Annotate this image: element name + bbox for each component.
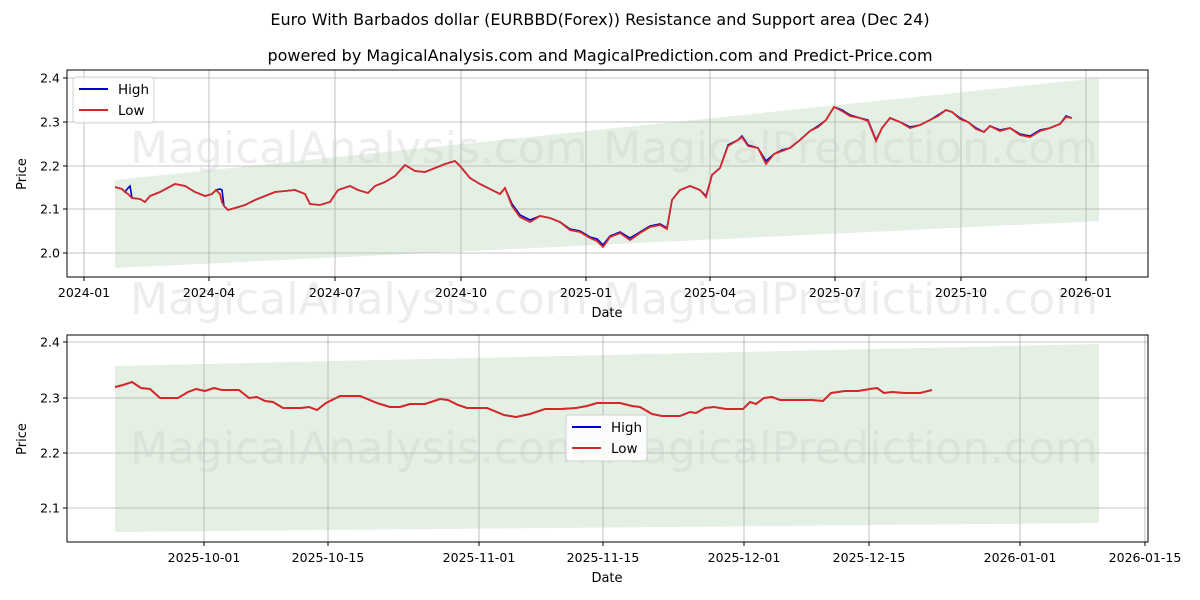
chart-title: Euro With Barbados dollar (EURBBD(Forex)… — [270, 10, 930, 29]
top-low-line — [114, 105, 1073, 249]
top-chart: MagicalAnalysis.com MagicalPrediction.co… — [15, 69, 1149, 325]
top-support-resistance-band — [115, 78, 1099, 268]
top-watermark-2: MagicalPrediction.com — [603, 123, 1098, 174]
top-xtick-label: 2024-01 — [58, 285, 110, 300]
legend-high-label: High — [118, 82, 149, 98]
bottom-ytick-label: 2.2 — [40, 446, 60, 461]
bottom-axes-frame — [66, 334, 1149, 543]
bottom-ytick-label: 2.4 — [40, 335, 60, 350]
bottom-xtick-label: 2025-10-01 — [168, 550, 241, 565]
top-ytick-label: 2.4 — [40, 71, 60, 86]
top-xtick-label: 2026-01 — [1060, 285, 1112, 300]
bottom-xtick-label: 2025-11-15 — [567, 550, 640, 565]
top-legend: High Low — [72, 76, 155, 124]
legend-low-label: Low — [611, 441, 638, 457]
bottom-watermark-2: MagicalPrediction.com — [603, 423, 1098, 474]
legend-high-label: High — [611, 420, 642, 436]
bottom-xtick-label: 2025-11-01 — [443, 550, 516, 565]
top-axes-frame — [66, 69, 1149, 278]
top-axis-ticks: 2.0 2.1 2.2 2.3 2.4 2024-01 2024-04 2024-07 2024… — [40, 71, 1112, 301]
bottom-grid — [67, 335, 1148, 542]
bottom-xtick-label: 2025-10-15 — [292, 550, 365, 565]
bottom-x-axis-label: Date — [591, 571, 622, 586]
bottom-xtick-label: 2025-12-01 — [708, 550, 781, 565]
bottom-low-line — [114, 380, 933, 419]
top-ytick-label: 2.0 — [40, 246, 60, 261]
bottom-axis-ticks: 2.1 2.2 2.3 2.4 2025-10-01 2025-10-15 2025-11-… — [40, 335, 1181, 566]
top-x-axis-label: Date — [591, 306, 622, 321]
top-watermark-3: MagicalAnalysis.com — [130, 274, 588, 325]
bottom-y-axis-label: Price — [15, 423, 30, 455]
top-xtick-label: 2024-10 — [435, 285, 487, 300]
top-ytick-label: 2.1 — [40, 202, 60, 217]
bottom-chart: MagicalAnalysis.com MagicalPrediction.co… — [15, 334, 1181, 586]
top-xtick-label: 2025-07 — [809, 285, 861, 300]
bottom-xtick-label: 2026-01-15 — [1109, 550, 1182, 565]
bottom-ytick-label: 2.1 — [40, 501, 60, 516]
top-xtick-label: 2025-01 — [560, 285, 612, 300]
top-xtick-label: 2024-07 — [309, 285, 361, 300]
top-ytick-label: 2.3 — [40, 115, 60, 130]
top-watermark-1: MagicalAnalysis.com — [130, 123, 588, 174]
bottom-ytick-label: 2.3 — [40, 391, 60, 406]
top-ytick-label: 2.2 — [40, 159, 60, 174]
top-xtick-label: 2025-04 — [684, 285, 736, 300]
bottom-watermark-1: MagicalAnalysis.com — [130, 423, 588, 474]
top-y-axis-label: Price — [15, 158, 30, 190]
legend-low-label: Low — [118, 103, 145, 119]
top-watermark-4: MagicalPrediction.com — [603, 274, 1098, 325]
bottom-legend: High Low — [565, 414, 648, 462]
top-xtick-label: 2025-10 — [935, 285, 987, 300]
bottom-xtick-label: 2026-01-01 — [984, 550, 1057, 565]
top-xtick-label: 2024-04 — [183, 285, 235, 300]
bottom-xtick-label: 2025-12-15 — [833, 550, 906, 565]
chart-subtitle: powered by MagicalAnalysis.com and Magic… — [267, 46, 933, 65]
